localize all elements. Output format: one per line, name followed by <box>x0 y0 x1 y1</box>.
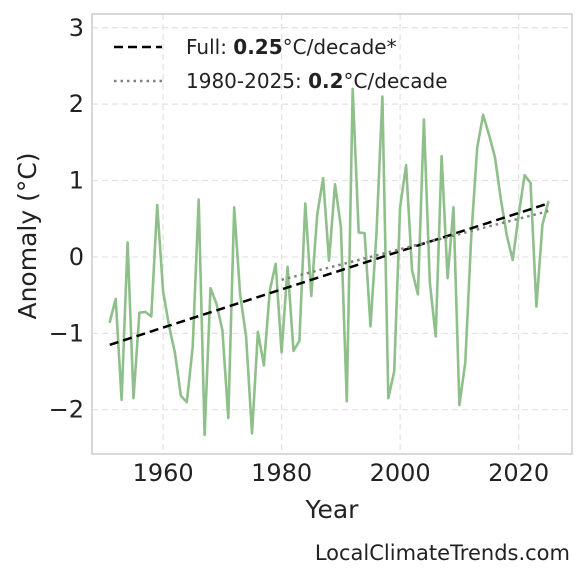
trend-lines <box>109 202 549 346</box>
legend-full-suffix: °C/decade* <box>283 35 397 59</box>
y-tick-label-2: 0 <box>69 243 84 271</box>
x-tick-label-3: 2020 <box>488 459 549 487</box>
y-tick-label-5: 3 <box>69 14 84 42</box>
legend: Full: 0.25°C/decade* 1980-2025: 0.2°C/de… <box>114 35 448 93</box>
x-axis-label: Year <box>305 495 360 524</box>
grid <box>92 14 572 454</box>
x-tick-label-2: 2000 <box>370 459 431 487</box>
trend-line-1 <box>281 209 549 282</box>
x-tick-label-0: 1960 <box>133 459 194 487</box>
x-tick-labels: 1960 1980 2000 2020 <box>133 459 550 487</box>
legend-recent-prefix: 1980-2025: <box>186 69 308 93</box>
legend-entry-recent: 1980-2025: 0.2°C/decade <box>186 69 448 93</box>
legend-recent-value: 0.2 <box>308 69 343 93</box>
legend-full-prefix: Full: <box>186 35 233 59</box>
y-tick-labels: −2 −1 0 1 2 3 <box>49 14 84 424</box>
plot-frame <box>91 13 573 455</box>
series-line-0 <box>108 87 550 437</box>
y-tick-label-0: −2 <box>49 396 84 424</box>
y-axis-label: Anomaly (°C) <box>13 152 42 319</box>
legend-full-value: 0.25 <box>233 35 282 59</box>
watermark: LocalClimateTrends.com <box>315 541 570 565</box>
trend-line-0 <box>109 202 549 346</box>
x-tick-label-1: 1980 <box>251 459 312 487</box>
series-lines <box>108 87 550 437</box>
y-tick-label-4: 2 <box>69 90 84 118</box>
y-tick-label-3: 1 <box>69 167 84 195</box>
y-tick-label-1: −1 <box>49 319 84 347</box>
legend-recent-suffix: °C/decade <box>344 69 448 93</box>
legend-entry-full: Full: 0.25°C/decade* <box>186 35 397 59</box>
